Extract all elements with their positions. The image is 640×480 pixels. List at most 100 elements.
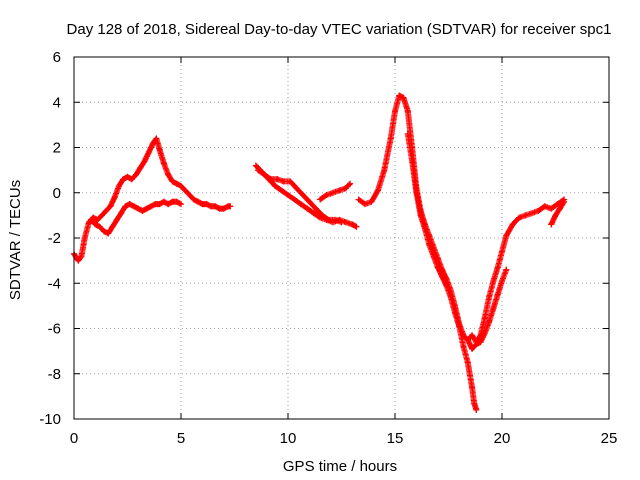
data-point: [92, 221, 99, 228]
data-point: [417, 212, 424, 219]
data-point: [481, 330, 488, 337]
data-point: [190, 196, 197, 203]
data-point: [336, 187, 343, 194]
data-point: [75, 257, 82, 264]
data-point: [111, 194, 118, 201]
data-point: [150, 139, 157, 146]
data-point: [105, 230, 112, 237]
data-point: [317, 196, 324, 203]
data-point: [396, 92, 403, 99]
series-arc-i: [548, 198, 568, 228]
x-tick-label: 0: [70, 430, 78, 447]
data-point: [477, 339, 484, 346]
data-point: [109, 223, 116, 230]
data-point: [252, 162, 259, 169]
data-point: [443, 282, 450, 289]
data-point: [113, 216, 120, 223]
data-point: [490, 305, 497, 312]
data-point: [160, 198, 167, 205]
data-point: [528, 210, 535, 217]
data-point: [325, 216, 332, 223]
data-point: [329, 189, 336, 196]
data-point: [137, 164, 144, 171]
data-point: [486, 293, 493, 300]
data-point: [426, 241, 433, 248]
data-point: [186, 192, 193, 199]
data-point: [469, 384, 476, 391]
data-point: [299, 192, 306, 199]
data-point: [556, 205, 563, 212]
data-point: [473, 406, 480, 413]
data-point: [347, 180, 354, 187]
x-tick-label: 10: [280, 430, 297, 447]
data-point: [148, 203, 155, 210]
data-point: [287, 178, 294, 185]
data-point: [342, 185, 349, 192]
data-point: [203, 201, 210, 208]
chart-title: Day 128 of 2018, Sidereal Day-to-day VTE…: [67, 21, 612, 38]
data-point: [220, 205, 227, 212]
data-point: [434, 264, 441, 271]
series-arc-e: [317, 180, 354, 203]
tick-layer: 0 5 10 15 20 25 -10 -8 -6 -4 -2 0 2 4 6: [39, 49, 617, 447]
data-point: [548, 221, 555, 228]
data-point: [323, 192, 330, 199]
data-point: [499, 248, 505, 255]
data-point: [503, 266, 510, 273]
data-point: [261, 171, 268, 178]
data-point: [153, 135, 160, 142]
data-point: [272, 182, 279, 189]
data-point: [306, 198, 313, 205]
data-point: [486, 318, 493, 325]
series-markers: [255, 167, 345, 226]
data-point: [128, 176, 135, 183]
x-tick-label: 5: [177, 430, 185, 447]
data-point: [548, 205, 555, 212]
data-point: [310, 210, 317, 217]
grid-layer: [74, 57, 609, 419]
data-point: [165, 171, 172, 178]
data-point: [173, 198, 180, 205]
series-arc-d: [255, 167, 345, 226]
data-point: [400, 94, 407, 101]
data-point: [78, 253, 85, 260]
data-point: [100, 228, 107, 235]
data-point: [456, 323, 463, 330]
data-point: [499, 277, 505, 284]
data-point: [312, 205, 319, 212]
data-point: [285, 192, 291, 199]
series-markers: [71, 135, 234, 264]
data-point: [404, 108, 411, 115]
data-point: [255, 167, 262, 174]
series-markers: [355, 92, 568, 346]
data-point: [392, 108, 398, 115]
data-point: [522, 212, 529, 219]
data-point: [135, 205, 142, 212]
data-point: [94, 216, 101, 223]
x-axis-label: GPS time / hours: [283, 458, 397, 475]
data-point: [96, 223, 103, 230]
y-tick-label: -8: [48, 366, 61, 383]
data-point: [143, 205, 150, 212]
data-point: [278, 187, 285, 194]
data-point: [516, 214, 523, 221]
data-point: [156, 146, 163, 153]
data-point: [280, 178, 287, 185]
data-point: [509, 221, 516, 228]
data-point: [464, 336, 471, 343]
series-arc-b: [88, 198, 184, 237]
data-point: [451, 309, 458, 316]
data-point: [552, 212, 559, 219]
data-point: [122, 203, 129, 210]
data-point: [165, 201, 172, 208]
data-point: [469, 332, 476, 339]
x-tick-label: 20: [494, 430, 511, 447]
data-point: [178, 182, 184, 189]
y-tick-label: -6: [48, 321, 61, 338]
data-point: [355, 196, 362, 203]
data-point: [473, 341, 480, 348]
y-axis-label: SDTVAR / TECUs: [7, 180, 24, 300]
x-tick-label: 25: [601, 430, 618, 447]
data-point: [98, 212, 105, 219]
data-point: [494, 264, 501, 271]
